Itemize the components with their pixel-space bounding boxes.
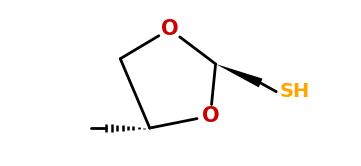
Text: O: O <box>161 19 178 39</box>
Text: O: O <box>201 106 219 126</box>
Polygon shape <box>216 64 262 87</box>
Text: SH: SH <box>280 82 310 101</box>
